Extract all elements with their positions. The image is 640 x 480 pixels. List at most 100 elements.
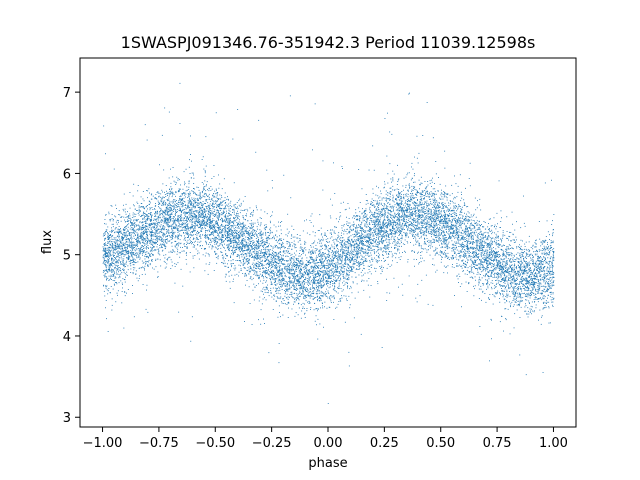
- data-point: [439, 227, 440, 229]
- data-point: [247, 233, 249, 235]
- data-point: [383, 247, 384, 249]
- data-point: [125, 234, 127, 236]
- data-point: [209, 230, 210, 232]
- data-point: [513, 276, 514, 278]
- data-point: [241, 235, 243, 237]
- data-point: [545, 253, 547, 255]
- data-point: [461, 260, 462, 262]
- data-point: [444, 234, 446, 236]
- data-point: [518, 304, 519, 306]
- data-point: [246, 258, 248, 260]
- data-point: [245, 242, 247, 244]
- data-point: [275, 258, 277, 260]
- data-point: [382, 254, 383, 256]
- data-point: [283, 279, 285, 280]
- data-point: [363, 244, 365, 245]
- data-point: [260, 234, 262, 236]
- data-point: [247, 270, 249, 272]
- data-point: [148, 252, 150, 254]
- data-point: [221, 262, 222, 263]
- data-point: [353, 262, 355, 264]
- data-point: [391, 214, 393, 216]
- data-point: [392, 226, 394, 228]
- data-point: [242, 245, 244, 246]
- data-point: [422, 227, 424, 228]
- data-point: [174, 245, 176, 247]
- data-point: [361, 221, 363, 223]
- data-point: [412, 236, 414, 237]
- data-point: [107, 226, 109, 228]
- data-point: [361, 279, 363, 281]
- data-point: [474, 259, 475, 261]
- data-point: [550, 245, 552, 247]
- data-point: [491, 247, 493, 249]
- data-point: [322, 286, 324, 287]
- data-point: [332, 295, 334, 297]
- data-point: [165, 219, 167, 221]
- data-point: [232, 232, 234, 234]
- data-point: [522, 271, 524, 273]
- data-point: [282, 260, 284, 261]
- data-point: [347, 256, 348, 258]
- data-point: [203, 187, 204, 189]
- data-point: [279, 276, 281, 278]
- data-point: [322, 238, 324, 240]
- data-point: [203, 248, 205, 250]
- data-point: [458, 273, 460, 275]
- data-point: [350, 267, 352, 268]
- data-point: [423, 212, 425, 213]
- data-point: [519, 274, 521, 275]
- data-point: [289, 95, 291, 97]
- data-point: [478, 298, 480, 299]
- data-point: [425, 231, 427, 232]
- data-point: [196, 211, 198, 213]
- data-point: [186, 216, 188, 217]
- data-point: [503, 272, 505, 274]
- data-point: [353, 240, 355, 242]
- data-point: [369, 206, 371, 208]
- data-point: [332, 240, 334, 241]
- data-point: [129, 245, 130, 246]
- data-point: [508, 248, 510, 250]
- data-point: [508, 286, 509, 288]
- data-point: [430, 195, 432, 197]
- data-point: [362, 259, 364, 261]
- data-point: [293, 285, 295, 287]
- data-point: [142, 232, 144, 234]
- data-point: [204, 175, 206, 177]
- data-point: [252, 251, 254, 253]
- data-point: [266, 277, 268, 279]
- data-point: [366, 260, 368, 262]
- data-point: [376, 204, 378, 205]
- data-point: [135, 270, 137, 272]
- data-point: [233, 246, 235, 248]
- data-point: [134, 247, 135, 248]
- data-point: [144, 231, 145, 233]
- data-point: [212, 213, 214, 215]
- data-point: [183, 227, 185, 228]
- data-point: [518, 305, 520, 307]
- data-point: [308, 259, 310, 261]
- data-point: [215, 112, 217, 114]
- data-point: [532, 289, 534, 291]
- data-point: [364, 213, 366, 215]
- data-point: [265, 259, 267, 261]
- data-point: [542, 261, 544, 262]
- data-point: [372, 145, 374, 147]
- data-point: [109, 251, 111, 253]
- data-point: [355, 247, 357, 248]
- data-point: [435, 161, 437, 162]
- data-point: [439, 198, 441, 200]
- data-point: [301, 257, 303, 259]
- data-point: [382, 208, 384, 209]
- data-point: [353, 223, 355, 225]
- data-point: [458, 231, 460, 233]
- data-point: [159, 225, 161, 227]
- data-point: [165, 220, 167, 222]
- data-point: [491, 255, 493, 257]
- data-point: [327, 278, 329, 280]
- data-point: [172, 217, 174, 219]
- data-point: [440, 251, 442, 252]
- data-point: [159, 259, 161, 261]
- data-point: [188, 207, 190, 209]
